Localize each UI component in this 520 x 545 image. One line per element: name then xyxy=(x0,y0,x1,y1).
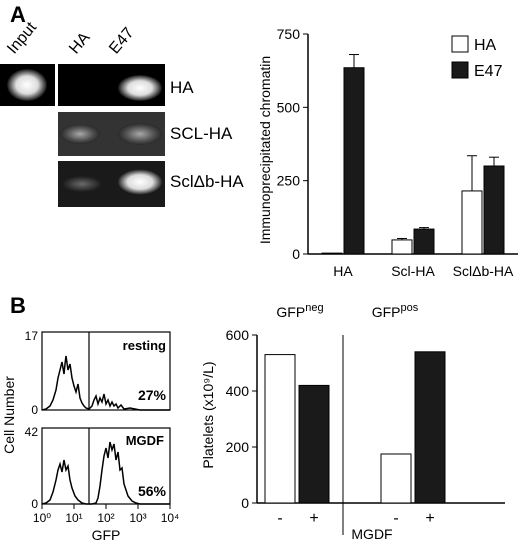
histogram-top: 17 0 resting 27% xyxy=(25,329,171,417)
gel-band-scldb-ha xyxy=(62,176,102,192)
histogram-bottom: 42 0 MGDF 56% xyxy=(25,425,171,511)
histogram-x-ticks xyxy=(41,504,171,509)
chart-b-bar xyxy=(380,453,412,504)
histogram-x-tick-2: 10² xyxy=(97,511,114,525)
chart-b-group-label-neg: GFPneg xyxy=(276,302,323,320)
gel-band-input xyxy=(7,69,47,101)
histogram-top-frame xyxy=(41,331,171,411)
gel-band-scl-ha xyxy=(60,124,100,144)
chart-b-x-tick-label: + xyxy=(309,510,318,527)
histogram-bottom-ymin: 0 xyxy=(31,497,38,511)
histogram-bottom-trace xyxy=(41,441,170,505)
histogram-bottom-ymax: 42 xyxy=(25,425,39,439)
histogram-ylabel: Cell Number xyxy=(1,376,17,454)
chart-b-y-tick-label: 400 xyxy=(226,383,250,399)
chart-a-y-tick-label: 250 xyxy=(277,173,301,189)
histogram-x-tick-1: 10¹ xyxy=(65,511,82,525)
gel-lane-label-e47: E47 xyxy=(106,24,138,58)
chart-b-group-label-pos: GFPpos xyxy=(372,302,419,320)
chart-a-ylabel: Immunoprecipitated chromatin xyxy=(257,56,273,244)
chart-a-y-tick-label: 0 xyxy=(292,246,300,262)
gel-band-scldb-e47 xyxy=(117,169,163,195)
chart-a-legend-swatch xyxy=(451,35,469,53)
gel-band-ha-e47 xyxy=(118,75,162,101)
chart-b: Platelets (x10⁹/L) 0 200 400 600 - + - + GFPneg… xyxy=(200,302,505,542)
chart-b-bar xyxy=(414,351,446,504)
chart-a-bar xyxy=(321,252,343,255)
gel-row-label-scldb-ha: SclΔb-HA xyxy=(170,172,244,191)
histogram-top-ymin: 0 xyxy=(31,403,38,417)
chart-b-x-tick-label: - xyxy=(277,510,282,527)
chart-b-y-tick-label: 200 xyxy=(226,439,250,455)
gel-band-scl-e47 xyxy=(118,123,162,145)
histogram-x-tick-0: 10⁰ xyxy=(33,511,51,525)
chart-a-y-tick-label: 750 xyxy=(277,26,301,42)
histogram-top-percent: 27% xyxy=(138,387,167,403)
histogram-top-ymax: 17 xyxy=(25,329,39,343)
panel-a-letter: A xyxy=(10,2,26,27)
chart-a-legend-swatch xyxy=(451,61,469,79)
chart-b-y-tick-label: 0 xyxy=(241,495,249,511)
chart-b-xlabel: MGDF xyxy=(351,526,392,542)
gel-row-label-scl-ha: SCL-HA xyxy=(170,124,233,143)
chart-a-y-tick-label: 500 xyxy=(277,99,301,115)
chart-a-bar xyxy=(391,239,413,255)
histogram-x-tick-4: 10⁴ xyxy=(161,511,180,525)
chart-b-x-tick-label: + xyxy=(425,510,434,527)
chart-a-bar xyxy=(413,228,435,255)
chart-b-ylabel: Platelets (x10⁹/L) xyxy=(200,361,216,468)
chart-a-legend-label: HA xyxy=(474,37,497,54)
gel-image xyxy=(0,64,165,207)
histogram-top-trace xyxy=(41,355,170,411)
histogram-bottom-condition: MGDF xyxy=(126,433,164,448)
chart-a-x-tick-label: HA xyxy=(333,263,353,279)
histogram-panel: Cell Number 17 0 resting 27% 42 0 MGDF 5… xyxy=(1,329,180,543)
chart-a-bar xyxy=(343,67,365,255)
histogram-xlabel: GFP xyxy=(92,527,121,543)
chart-a-x-tick-label: SclΔb-HA xyxy=(453,263,514,279)
chart-a-bar xyxy=(461,190,483,255)
histogram-bottom-percent: 56% xyxy=(138,483,167,499)
chart-a-legend-label: E47 xyxy=(474,63,503,80)
gel-lane-label-ha: HA xyxy=(66,29,94,58)
panel-b-letter: B xyxy=(10,293,26,318)
histogram-x-tick-3: 10³ xyxy=(129,511,146,525)
chart-a: Immunoprecipitated chromatin 0 250 500 750 H… xyxy=(257,26,518,279)
histogram-top-condition: resting xyxy=(123,338,166,353)
chart-a-bar xyxy=(483,165,505,255)
chart-b-bar xyxy=(264,354,296,504)
gel-row-label-ha: HA xyxy=(170,78,194,97)
chart-b-x-tick-label: - xyxy=(393,510,398,527)
chart-b-bar xyxy=(298,384,330,504)
chart-a-x-tick-label: Scl-HA xyxy=(391,263,435,279)
chart-b-y-tick-label: 600 xyxy=(226,327,250,343)
